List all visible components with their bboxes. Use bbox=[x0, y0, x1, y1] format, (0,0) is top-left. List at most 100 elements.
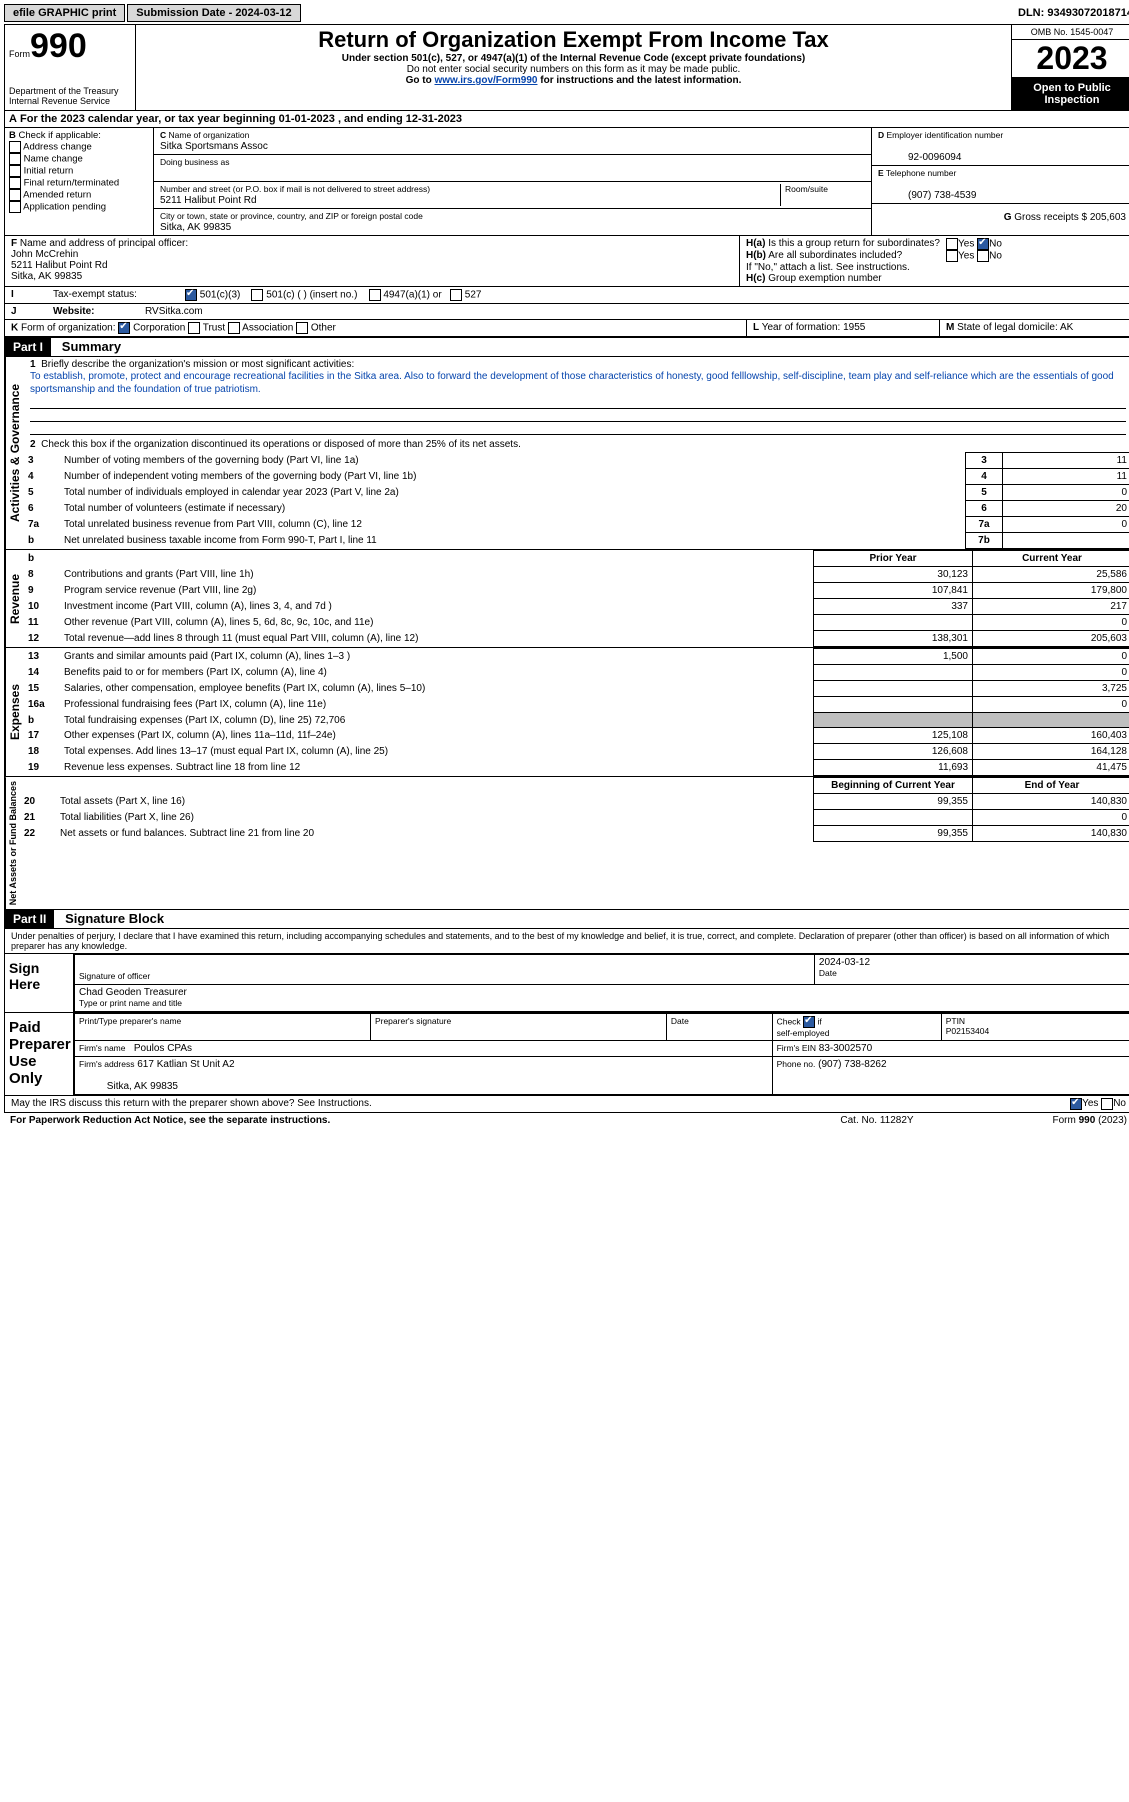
checkbox-discuss-yes[interactable] bbox=[1070, 1098, 1082, 1110]
checkbox-assoc[interactable] bbox=[228, 322, 240, 334]
sign-here-label: Sign Here bbox=[5, 954, 74, 1012]
form-prefix: Form bbox=[9, 49, 30, 59]
netassets-vert-label: Net Assets or Fund Balances bbox=[5, 777, 20, 909]
line-a: A For the 2023 calendar year, or tax yea… bbox=[5, 111, 1129, 128]
checkbox-hb-yes[interactable] bbox=[946, 250, 958, 262]
section-fh: F Name and address of principal officer:… bbox=[5, 236, 1129, 287]
checkbox-discuss-no[interactable] bbox=[1101, 1098, 1113, 1110]
checkbox-application-pending[interactable] bbox=[9, 201, 21, 213]
org-name: Sitka Sportsmans Assoc bbox=[160, 141, 268, 152]
prep-sig-header: Preparer's signature bbox=[370, 1014, 666, 1041]
checkbox-corp[interactable] bbox=[118, 322, 130, 334]
goto-suffix: for instructions and the latest informat… bbox=[537, 75, 741, 86]
firm-ein-label: Firm's EIN bbox=[777, 1043, 816, 1053]
goto-link[interactable]: www.irs.gov/Form990 bbox=[434, 75, 537, 86]
checkbox-trust[interactable] bbox=[188, 322, 200, 334]
firm-name: Poulos CPAs bbox=[134, 1043, 192, 1054]
checkbox-hb-no[interactable] bbox=[977, 250, 989, 262]
header-row: Form990 Department of the Treasury Inter… bbox=[5, 25, 1129, 111]
f-label: Name and address of principal officer: bbox=[20, 238, 188, 249]
i-opt1: 501(c)(3) bbox=[200, 290, 241, 301]
l-label: Year of formation: bbox=[762, 322, 841, 333]
checkbox-501c3[interactable] bbox=[185, 289, 197, 301]
b-item-1: Name change bbox=[24, 154, 83, 165]
mission-text: To establish, promote, protect and encou… bbox=[30, 370, 1126, 396]
section-klm: K Form of organization: Corporation Trus… bbox=[5, 320, 1129, 337]
k-corp: Corporation bbox=[133, 323, 185, 334]
officer-street: 5211 Halibut Point Rd bbox=[11, 260, 108, 271]
prep-self-label: self-employed bbox=[777, 1028, 830, 1038]
section-bcdefg: B Check if applicable: Address change Na… bbox=[5, 128, 1129, 236]
org-street: 5211 Halibut Point Rd bbox=[160, 195, 257, 206]
checkbox-ha-no[interactable] bbox=[977, 238, 989, 250]
j-label: Website: bbox=[53, 306, 95, 317]
checkbox-other[interactable] bbox=[296, 322, 308, 334]
submission-date-button[interactable]: Submission Date - 2024-03-12 bbox=[127, 4, 300, 22]
revenue-section: Revenue b Prior Year Current Year8Contri… bbox=[5, 549, 1129, 647]
revenue-table: b Prior Year Current Year8Contributions … bbox=[24, 550, 1129, 647]
sign-date-label: Date bbox=[819, 968, 837, 978]
b-item-4: Amended return bbox=[23, 190, 91, 201]
dept-label: Department of the Treasury bbox=[9, 86, 131, 96]
c-suite-label: Room/suite bbox=[785, 184, 828, 194]
checkbox-527[interactable] bbox=[450, 289, 462, 301]
dln-label: DLN: 93493072018714 bbox=[1018, 7, 1129, 19]
firm-phone-label: Phone no. bbox=[777, 1059, 816, 1069]
part2-title: Signature Block bbox=[57, 911, 164, 926]
checkbox-self-employed[interactable] bbox=[803, 1016, 815, 1028]
year-block: OMB No. 1545-0047 2023 Open to Public In… bbox=[1011, 25, 1129, 110]
part2-header-row: Part II Signature Block bbox=[5, 909, 1129, 929]
discuss-text: May the IRS discuss this return with the… bbox=[11, 1098, 1070, 1110]
line2-text: Check this box if the organization disco… bbox=[41, 439, 521, 450]
officer-city: Sitka, AK 99835 bbox=[11, 271, 82, 282]
prep-date-header: Date bbox=[666, 1014, 772, 1041]
c-city-label: City or town, state or province, country… bbox=[160, 211, 423, 221]
revenue-vert-label: Revenue bbox=[5, 550, 24, 647]
tax-year: 2023 bbox=[1012, 40, 1129, 78]
sign-date: 2024-03-12 bbox=[819, 957, 870, 968]
ha-label: Is this a group return for subordinates? bbox=[768, 238, 940, 249]
officer-printed-name: Chad Geoden Treasurer bbox=[79, 987, 187, 998]
typed-label: Type or print name and title bbox=[79, 998, 182, 1008]
discuss-no: No bbox=[1113, 1098, 1126, 1110]
firm-city: Sitka, AK 99835 bbox=[107, 1081, 178, 1092]
i-label: Tax-exempt status: bbox=[47, 287, 179, 303]
prep-check-label: Check bbox=[777, 1016, 801, 1026]
section-j: J Website: RVSitka.com bbox=[5, 304, 1129, 320]
checkbox-4947[interactable] bbox=[369, 289, 381, 301]
checkbox-501c[interactable] bbox=[251, 289, 263, 301]
ptin-label: PTIN bbox=[946, 1016, 965, 1026]
form-subtitle: Under section 501(c), 527, or 4947(a)(1)… bbox=[142, 53, 1005, 64]
checkbox-name-change[interactable] bbox=[9, 153, 21, 165]
ha-yes: Yes bbox=[958, 239, 974, 250]
form-container: Form990 Department of the Treasury Inter… bbox=[4, 24, 1129, 1113]
checkbox-final-return[interactable] bbox=[9, 177, 21, 189]
column-c: C Name of organization Sitka Sportsmans … bbox=[154, 128, 872, 235]
goto-prefix: Go to bbox=[406, 75, 435, 86]
b-label: Check if applicable: bbox=[19, 130, 101, 141]
checkbox-initial-return[interactable] bbox=[9, 165, 21, 177]
checkbox-address-change[interactable] bbox=[9, 141, 21, 153]
column-b: B Check if applicable: Address change Na… bbox=[5, 128, 154, 235]
form-identifier: Form990 Department of the Treasury Inter… bbox=[5, 25, 136, 110]
ssn-note: Do not enter social security numbers on … bbox=[142, 64, 1005, 75]
efile-button[interactable]: efile GRAPHIC print bbox=[4, 4, 125, 22]
hb-label: Are all subordinates included? bbox=[768, 250, 902, 261]
ha-no: No bbox=[989, 239, 1002, 250]
topbar: efile GRAPHIC print Submission Date - 20… bbox=[4, 4, 1129, 22]
column-f: F Name and address of principal officer:… bbox=[5, 236, 740, 286]
firm-addr-label: Firm's address bbox=[79, 1059, 134, 1069]
firm-ein: 83-3002570 bbox=[819, 1043, 872, 1054]
expenses-table: 13Grants and similar amounts paid (Part … bbox=[24, 648, 1129, 776]
column-h: H(a) Is this a group return for subordin… bbox=[740, 236, 1129, 286]
cat-no: Cat. No. 11282Y bbox=[777, 1115, 977, 1126]
sign-section: Sign Here Signature of officer 2024-03-1… bbox=[5, 953, 1129, 1012]
discuss-row: May the IRS discuss this return with the… bbox=[5, 1095, 1129, 1112]
b-item-0: Address change bbox=[23, 142, 92, 153]
i-opt3: 4947(a)(1) or bbox=[383, 290, 441, 301]
checkbox-ha-yes[interactable] bbox=[946, 238, 958, 250]
e-label: Telephone number bbox=[886, 168, 956, 178]
d-label: Employer identification number bbox=[887, 130, 1004, 140]
section-i: I Tax-exempt status: 501(c)(3) 501(c) ( … bbox=[5, 287, 1129, 304]
checkbox-amended-return[interactable] bbox=[9, 189, 21, 201]
